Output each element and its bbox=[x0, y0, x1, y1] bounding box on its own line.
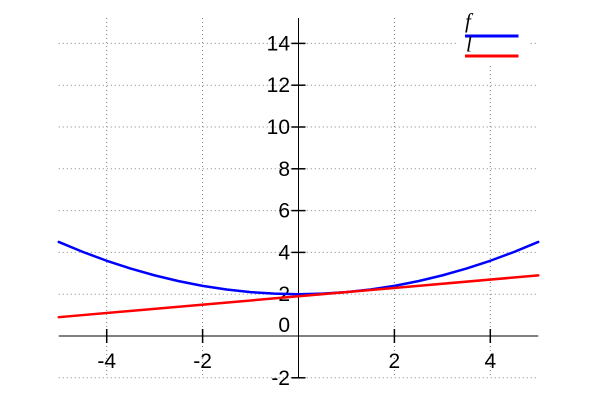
y-tick-label: 4 bbox=[278, 241, 290, 264]
x-tick-label: 2 bbox=[389, 350, 401, 373]
legend-label-l: l bbox=[466, 33, 472, 57]
curve-f bbox=[57, 240, 540, 296]
x-tick-label: 4 bbox=[484, 350, 496, 373]
y-tick-label: 12 bbox=[267, 74, 290, 97]
x-tick-label: -4 bbox=[97, 350, 116, 373]
tick-marks bbox=[105, 42, 492, 379]
axes bbox=[58, 18, 539, 378]
legend-label-f: f bbox=[465, 9, 474, 33]
y-tick-label: 6 bbox=[278, 200, 290, 223]
legend: f l bbox=[456, 9, 528, 64]
y-tick-label: -2 bbox=[271, 367, 290, 390]
y-tick-label: 14 bbox=[267, 32, 291, 55]
curves bbox=[57, 240, 540, 319]
curve-l bbox=[57, 274, 540, 319]
y-tick-label: 10 bbox=[267, 116, 290, 139]
y-tick-label: 8 bbox=[278, 158, 290, 181]
y-tick-label: 0 bbox=[278, 314, 290, 337]
x-tick-label: -2 bbox=[193, 350, 212, 373]
